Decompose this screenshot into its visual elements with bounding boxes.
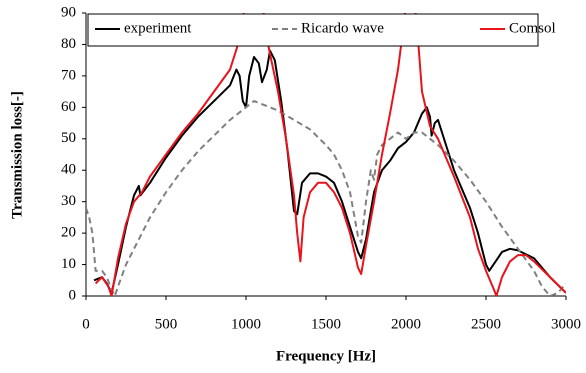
y-tick-label: 80 — [61, 36, 76, 52]
y-tick-label: 20 — [61, 225, 76, 241]
x-tick-label: 0 — [82, 316, 90, 332]
series-line — [93, 49, 566, 294]
plot-area — [86, 13, 566, 296]
series-line — [94, 13, 566, 296]
y-tick-label: 10 — [61, 256, 76, 272]
x-axis-title: Frequency [Hz] — [276, 348, 376, 364]
legend-box — [87, 13, 539, 47]
legend-label: Ricardo wave — [301, 20, 384, 36]
y-tick-label: 90 — [61, 4, 76, 20]
x-tick-label: 1000 — [231, 316, 261, 332]
y-tick-label: 50 — [61, 130, 76, 146]
y-tick-label: 60 — [61, 99, 76, 115]
x-tick-label: 1500 — [311, 316, 341, 332]
legend-label: Comsol — [509, 20, 556, 36]
y-tick-label: 40 — [61, 162, 76, 178]
x-tick-label: 3000 — [551, 316, 581, 332]
y-axis-title: Transmission loss[-] — [9, 91, 25, 219]
x-tick-label: 2000 — [391, 316, 421, 332]
y-tick-label: 0 — [69, 287, 77, 303]
series-line — [86, 100, 566, 296]
x-tick-label: 500 — [155, 316, 178, 332]
x-tick-label: 2500 — [471, 316, 501, 332]
y-tick-label: 30 — [61, 193, 76, 209]
y-tick-label: 70 — [61, 67, 76, 83]
legend-label: experiment — [124, 20, 192, 36]
